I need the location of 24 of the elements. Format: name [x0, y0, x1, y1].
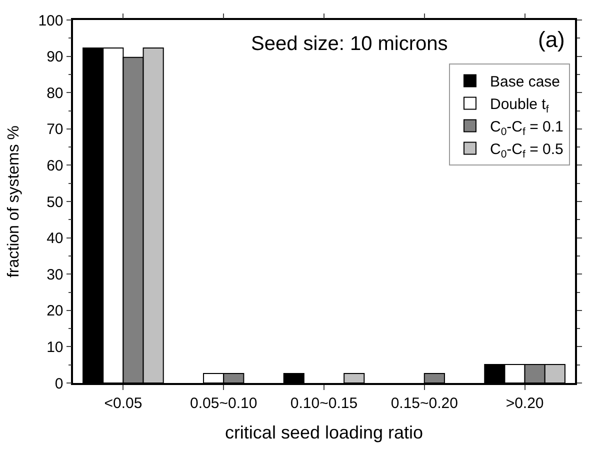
annotation: (a): [538, 27, 565, 52]
y-tick-label: 90: [46, 48, 64, 66]
x-tick-label: <0.05: [104, 394, 142, 412]
y-tick-label: 50: [46, 194, 64, 211]
legend-label: Double t$_{f}$: [490, 96, 549, 116]
y-tick-label: 70: [46, 121, 64, 138]
x-axis-title: critical seed loading ratio: [224, 422, 424, 442]
y-tick-label: 0: [54, 375, 64, 392]
annotation: Seed size: 10 microns: [251, 33, 448, 55]
x-tick-label: 0.05~0.10: [190, 394, 258, 412]
legend-label: C$_{0}$-C$_{f}$ = 0.5: [490, 141, 564, 160]
legend-label: Base case: [490, 74, 560, 91]
y-tick-label: 60: [46, 157, 64, 174]
x-tick-label: 0.10~0.15: [290, 394, 358, 412]
y-tick-label: 10: [46, 338, 64, 356]
legend-label: C$_{0}$-C$_{f}$ = 0.1: [490, 118, 564, 138]
x-tick-label: >0.20: [506, 394, 544, 412]
y-axis-title: fraction of systems %: [6, 125, 23, 278]
y-tick-label: 30: [46, 266, 64, 284]
y-tick-label: 40: [46, 230, 64, 248]
y-tick-label: 80: [46, 84, 64, 102]
y-tick-label: 20: [46, 302, 64, 320]
x-tick-label: 0.15~0.20: [390, 394, 458, 412]
y-tick-label: 100: [38, 12, 64, 30]
